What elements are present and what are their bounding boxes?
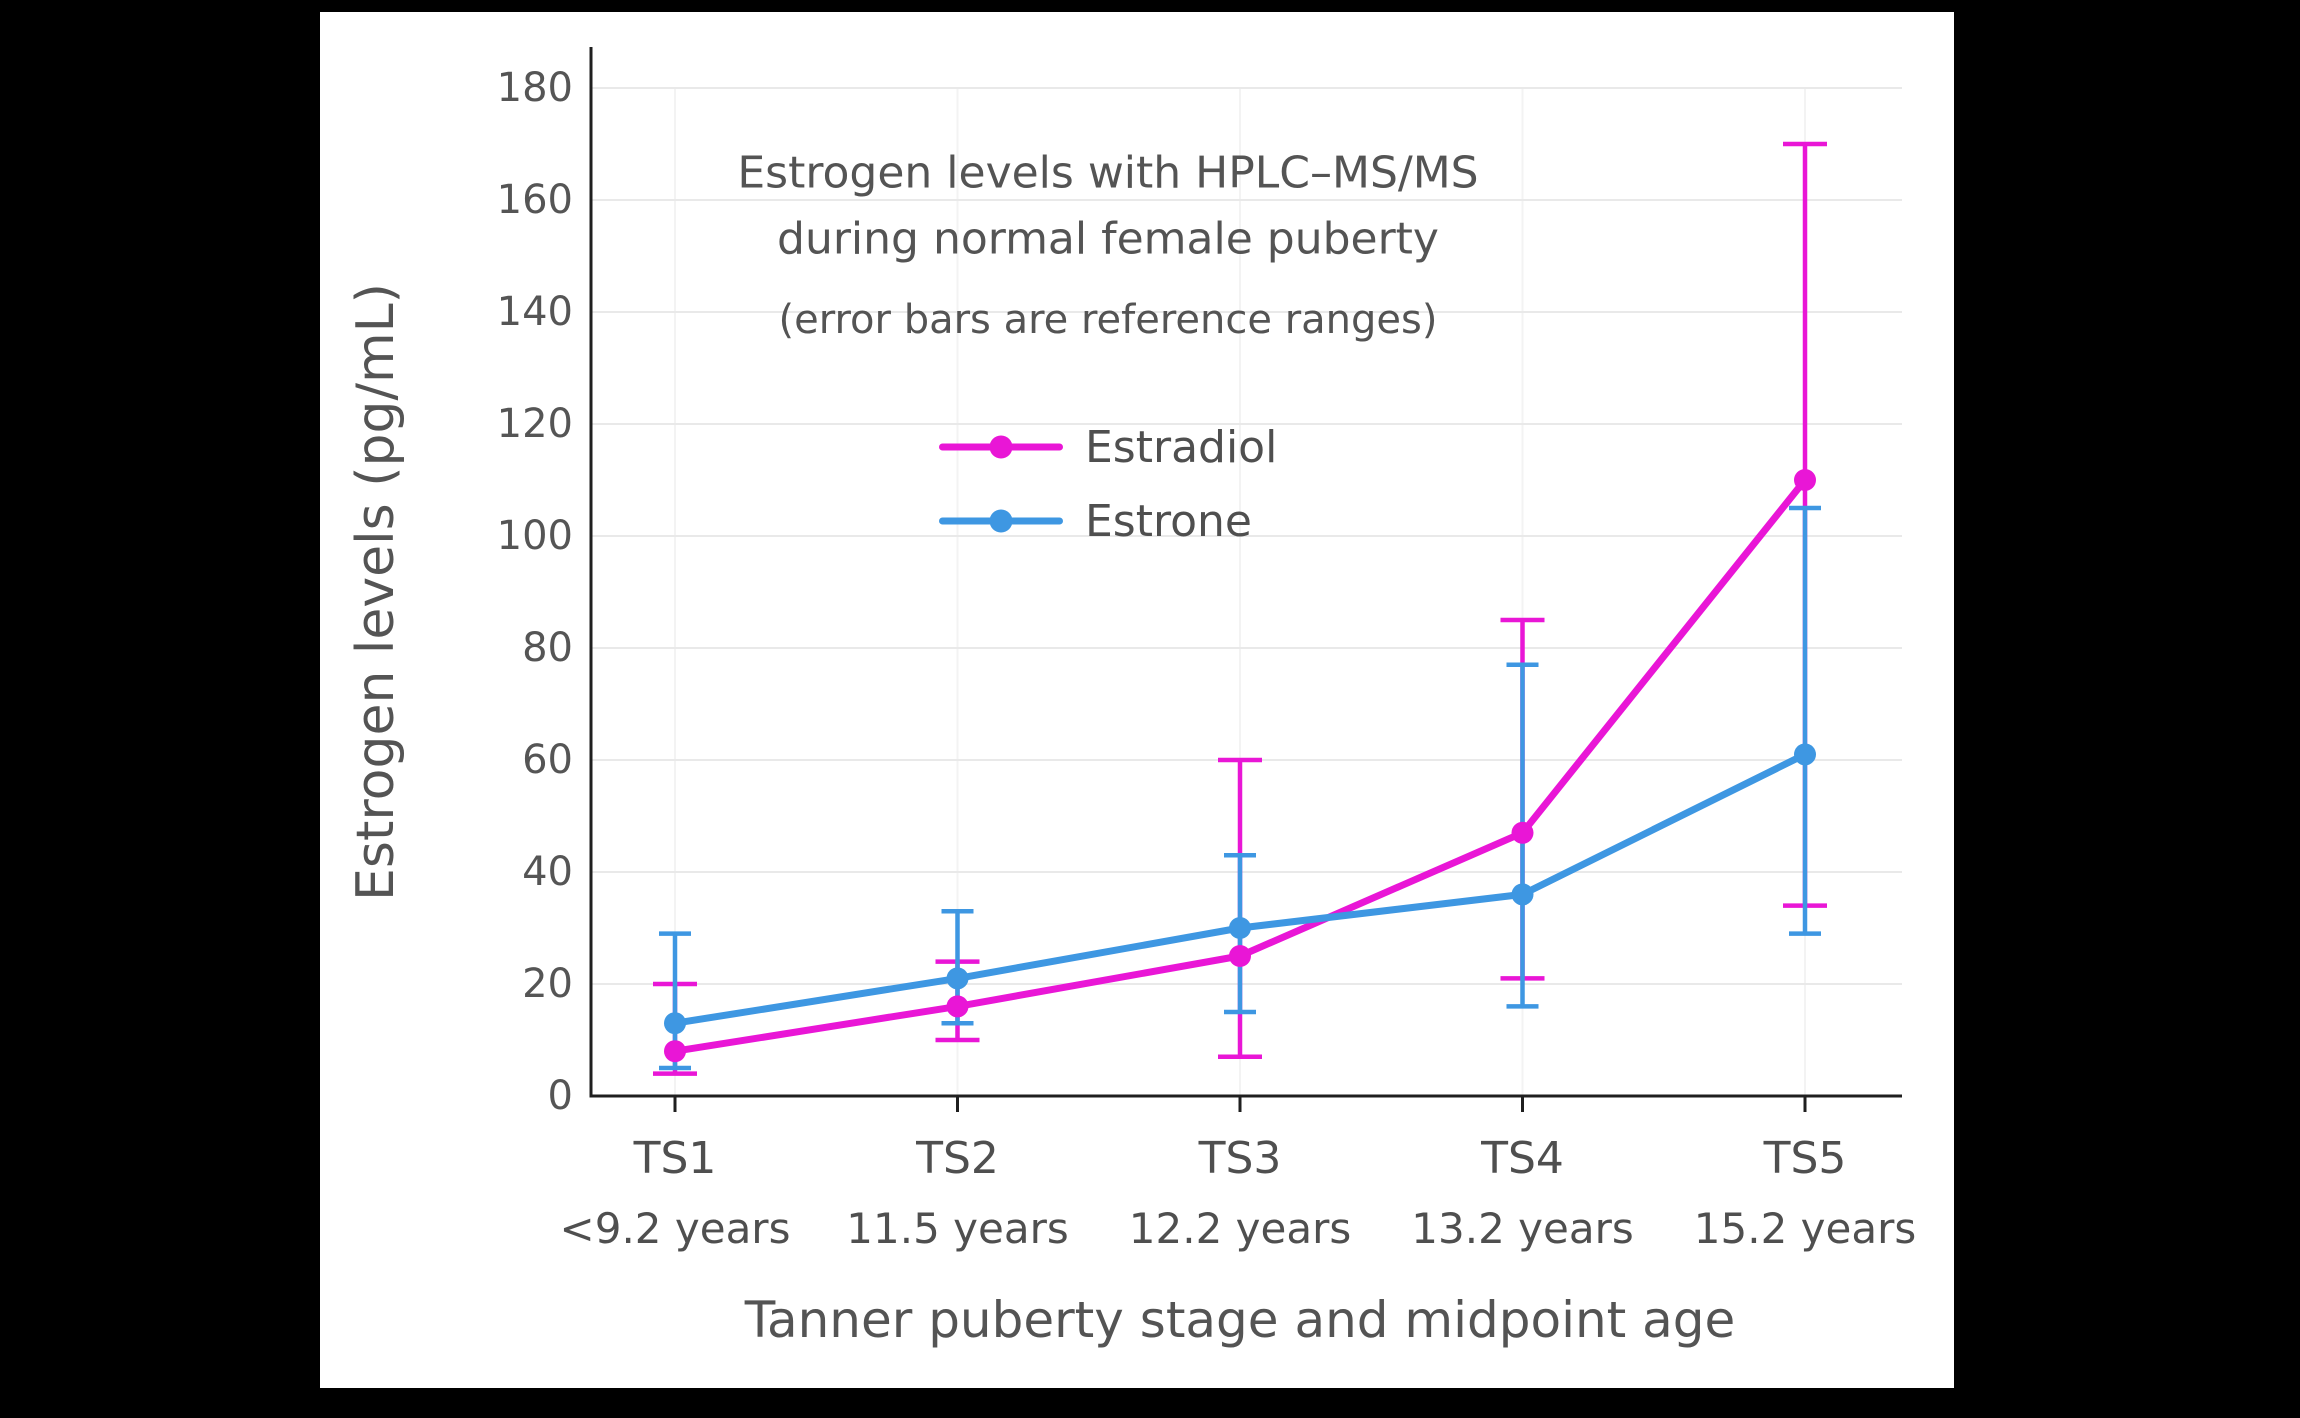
y-tick-label: 0 bbox=[547, 1073, 573, 1119]
x-category-sublabel: 11.5 years bbox=[846, 1204, 1069, 1253]
x-category-sublabel: 15.2 years bbox=[1693, 1204, 1917, 1253]
x-axis-title: Tanner puberty stage and midpoint age bbox=[744, 1291, 1736, 1349]
legend-dot-icon bbox=[989, 509, 1013, 533]
markers-estradiol bbox=[664, 469, 1816, 1063]
legend-label-estrone: Estrone bbox=[1085, 495, 1252, 547]
y-tick-label: 100 bbox=[496, 513, 573, 559]
y-tick-label: 80 bbox=[522, 625, 573, 671]
y-tick-label: 60 bbox=[522, 737, 573, 783]
x-category-label: TS1 bbox=[633, 1133, 717, 1184]
y-tick-label: 140 bbox=[496, 289, 573, 335]
error-bars-estrone bbox=[659, 505, 1821, 1071]
chart-title-line-1: Estrogen levels with HPLC–MS/MS bbox=[737, 147, 1479, 199]
legend-dot-icon bbox=[989, 435, 1013, 459]
x-category-sublabel: 13.2 years bbox=[1411, 1204, 1634, 1253]
x-category-sublabel: <9.2 years bbox=[559, 1204, 791, 1253]
y-tick-label: 20 bbox=[522, 961, 573, 1007]
x-category-label: TS3 bbox=[1198, 1133, 1282, 1184]
legend: Estradiol Estrone bbox=[939, 410, 1277, 558]
y-tick-label: 180 bbox=[496, 65, 573, 111]
legend-label-estradiol: Estradiol bbox=[1085, 421, 1278, 473]
x-category-label: TS4 bbox=[1481, 1133, 1564, 1184]
plot-area bbox=[589, 47, 1902, 1112]
legend-item-estradiol: Estradiol bbox=[939, 410, 1277, 484]
x-category-sublabel: 12.2 years bbox=[1128, 1204, 1352, 1253]
y-tick-label: 120 bbox=[496, 401, 573, 447]
x-category-label: TS5 bbox=[1763, 1133, 1847, 1184]
chart-title-line-2: during normal female puberty bbox=[777, 213, 1439, 265]
chart-panel: Estrogen levels with HPLC–MS/MS during n… bbox=[320, 12, 1954, 1388]
y-axis-title: Estrogen levels (pg/mL) bbox=[346, 283, 406, 901]
chart-subtitle: (error bars are reference ranges) bbox=[778, 297, 1438, 343]
y-tick-label: 160 bbox=[496, 177, 573, 223]
estradiol-line-swatch bbox=[939, 434, 1063, 460]
x-category-label: TS2 bbox=[916, 1133, 999, 1184]
y-tick-label: 40 bbox=[522, 849, 573, 895]
estrone-line-swatch bbox=[939, 508, 1063, 534]
markers-estrone bbox=[664, 743, 1816, 1035]
legend-item-estrone: Estrone bbox=[939, 484, 1277, 558]
